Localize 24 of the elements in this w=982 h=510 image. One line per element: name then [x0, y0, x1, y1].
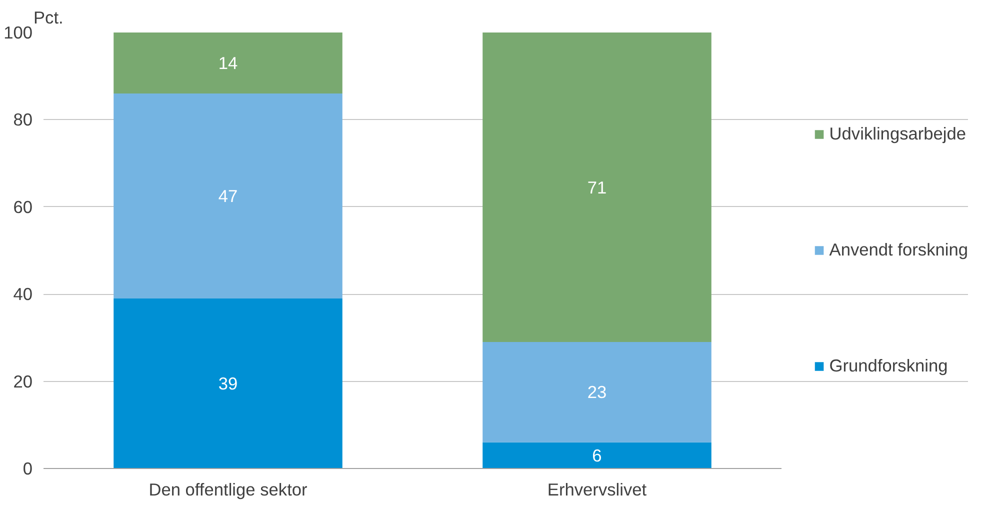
- legend-label: Udviklingsarbejde: [829, 124, 966, 144]
- data-label: 71: [587, 177, 607, 198]
- y-tick-label: 20: [13, 371, 33, 392]
- y-tick-label: 0: [22, 458, 33, 478]
- bar: [482, 342, 712, 442]
- y-tick-label: 100: [4, 22, 33, 42]
- bar: [114, 298, 342, 468]
- y-tick-label: 80: [13, 110, 33, 130]
- legend-label: Anvendt forskning: [829, 240, 968, 260]
- data-label: 47: [218, 186, 238, 206]
- data-label: 6: [592, 445, 602, 466]
- legend-label: Grundforskning: [829, 356, 948, 376]
- bar: [482, 32, 712, 342]
- y-tick-label: 60: [13, 196, 33, 217]
- x-tick-label: Den offentlige sektor: [148, 480, 308, 500]
- data-label: 23: [587, 382, 607, 402]
- y-tick-label: 40: [13, 284, 33, 304]
- x-tick-label: Erhvervslivet: [547, 480, 647, 500]
- y-axis-title: Pct.: [34, 8, 64, 28]
- bar: [114, 94, 342, 298]
- bar: [114, 32, 342, 94]
- data-label: 39: [218, 373, 238, 394]
- data-label: 14: [218, 53, 238, 74]
- bar: [482, 442, 712, 468]
